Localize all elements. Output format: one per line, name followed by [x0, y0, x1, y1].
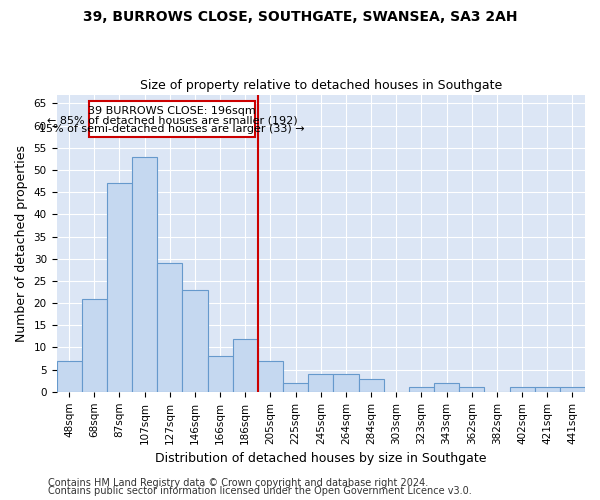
Bar	[157, 263, 182, 392]
Bar	[208, 356, 233, 392]
Bar	[182, 290, 208, 392]
Text: Contains HM Land Registry data © Crown copyright and database right 2024.: Contains HM Land Registry data © Crown c…	[48, 478, 428, 488]
Bar	[409, 388, 434, 392]
Bar	[107, 184, 132, 392]
Y-axis label: Number of detached properties: Number of detached properties	[15, 144, 28, 342]
Title: Size of property relative to detached houses in Southgate: Size of property relative to detached ho…	[140, 79, 502, 92]
Text: 39 BURROWS CLOSE: 196sqm: 39 BURROWS CLOSE: 196sqm	[88, 106, 256, 116]
Bar	[283, 383, 308, 392]
Bar	[132, 156, 157, 392]
FancyBboxPatch shape	[89, 101, 256, 136]
Text: 39, BURROWS CLOSE, SOUTHGATE, SWANSEA, SA3 2AH: 39, BURROWS CLOSE, SOUTHGATE, SWANSEA, S…	[83, 10, 517, 24]
Bar	[56, 361, 82, 392]
Text: ← 85% of detached houses are smaller (192): ← 85% of detached houses are smaller (19…	[47, 116, 298, 126]
Bar	[233, 338, 258, 392]
Text: Contains public sector information licensed under the Open Government Licence v3: Contains public sector information licen…	[48, 486, 472, 496]
Bar	[258, 361, 283, 392]
Bar	[308, 374, 334, 392]
Text: 15% of semi-detached houses are larger (33) →: 15% of semi-detached houses are larger (…	[40, 124, 305, 134]
Bar	[434, 383, 459, 392]
Bar	[334, 374, 359, 392]
Bar	[82, 298, 107, 392]
Bar	[359, 378, 383, 392]
Bar	[560, 388, 585, 392]
Bar	[535, 388, 560, 392]
Bar	[509, 388, 535, 392]
Bar	[459, 388, 484, 392]
X-axis label: Distribution of detached houses by size in Southgate: Distribution of detached houses by size …	[155, 452, 487, 465]
